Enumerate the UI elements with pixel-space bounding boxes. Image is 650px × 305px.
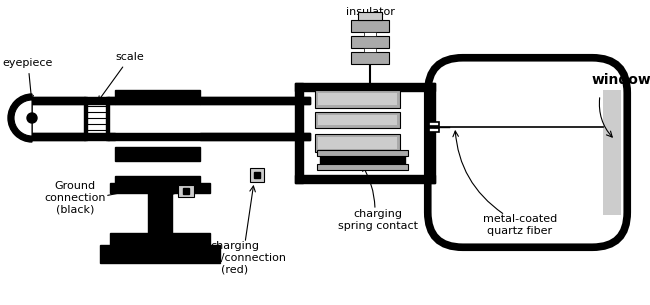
Bar <box>178 185 194 197</box>
Bar <box>429 122 439 126</box>
Bar <box>108 133 115 140</box>
Bar <box>200 133 310 140</box>
Bar <box>364 32 376 36</box>
Bar <box>115 90 200 104</box>
Bar <box>108 97 115 104</box>
Bar <box>254 172 260 178</box>
Bar <box>110 233 210 245</box>
Text: metal-coated
quartz fiber: metal-coated quartz fiber <box>483 214 557 236</box>
Text: charging
spring contact: charging spring contact <box>338 209 418 231</box>
Bar <box>302 133 303 140</box>
Bar <box>318 93 397 105</box>
Bar <box>32 133 310 140</box>
Bar <box>302 97 303 104</box>
Text: insulator: insulator <box>346 7 395 17</box>
Bar <box>429 128 439 132</box>
Text: Ground
connection
(black): Ground connection (black) <box>44 181 106 215</box>
Bar <box>183 188 189 194</box>
Text: scale: scale <box>98 52 144 101</box>
Bar <box>200 97 310 104</box>
Bar <box>351 52 389 64</box>
Bar <box>317 150 408 156</box>
Bar <box>295 175 435 183</box>
Bar <box>364 48 376 52</box>
Bar <box>115 176 200 190</box>
Bar <box>351 20 389 32</box>
Bar <box>100 245 220 263</box>
Bar <box>317 164 408 170</box>
FancyBboxPatch shape <box>428 58 627 247</box>
Wedge shape <box>8 94 32 142</box>
Bar <box>32 97 85 104</box>
Bar <box>315 112 400 128</box>
Bar <box>115 147 200 161</box>
Bar <box>315 90 400 108</box>
Bar <box>32 133 85 140</box>
Bar <box>110 183 210 193</box>
Bar <box>318 115 397 125</box>
Bar <box>315 134 400 152</box>
Bar <box>250 168 264 182</box>
Bar <box>603 90 621 215</box>
Bar <box>427 83 435 183</box>
Text: charging
button/connection
(red): charging button/connection (red) <box>184 241 286 274</box>
Bar <box>106 97 109 140</box>
Text: window: window <box>592 73 650 87</box>
Circle shape <box>27 113 37 123</box>
Bar <box>358 12 382 20</box>
Bar <box>148 193 172 233</box>
Bar <box>84 97 87 140</box>
Bar <box>351 36 389 48</box>
Bar <box>295 83 435 91</box>
Bar <box>32 97 310 104</box>
Bar <box>318 137 397 149</box>
Wedge shape <box>14 100 32 136</box>
Text: eyepiece: eyepiece <box>3 58 53 100</box>
Bar <box>295 83 303 183</box>
Bar <box>320 156 405 164</box>
